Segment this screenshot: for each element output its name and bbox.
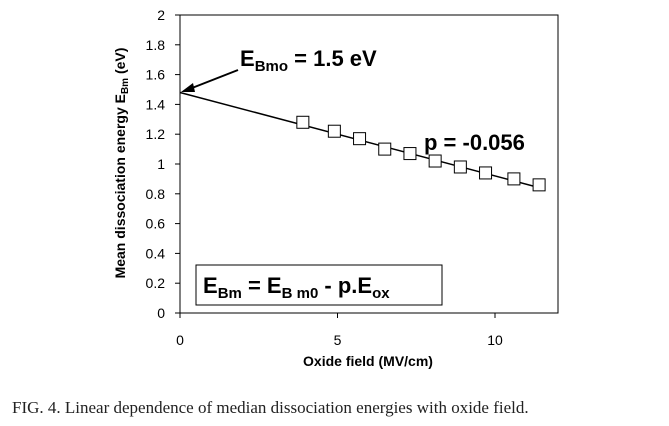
x-tick-labels: 0 5 10: [176, 313, 503, 348]
data-point: [507, 172, 521, 186]
y-tick-label: 1: [157, 156, 165, 172]
data-points: [296, 115, 546, 192]
equation-box: [195, 264, 443, 306]
x-tick-label: 0: [176, 332, 184, 348]
plot-frame: [179, 14, 559, 314]
slope-label: p = -0.056: [424, 130, 525, 155]
y-tick-label: 1.8: [146, 37, 166, 53]
equation-a-sub: Bm: [218, 285, 242, 302]
y-axis-title: Mean dissociation energy EBm (eV): [112, 48, 131, 279]
data-point: [532, 178, 546, 192]
intercept-label-base: E: [240, 46, 255, 71]
y-tick-label: 2: [157, 7, 165, 23]
data-point: [378, 142, 392, 156]
y-tick-label: 0.6: [146, 216, 166, 232]
y-tick-label: 0.2: [146, 275, 166, 291]
x-tick-label: 10: [487, 332, 503, 348]
intercept-arrow-shaft: [191, 69, 239, 89]
y-axis-title-sub: Bm: [120, 78, 131, 94]
intercept-arrow-head: [181, 83, 195, 92]
y-tick-label: 0: [157, 305, 165, 321]
data-point: [296, 115, 310, 129]
intercept-label-sub: Bmo: [255, 58, 288, 75]
equation-b-sub: B m0: [282, 285, 319, 302]
intercept-arrow: [181, 69, 239, 92]
data-point: [403, 147, 417, 161]
y-axis-title-prefix: Mean dissociation energy E: [112, 94, 128, 278]
intercept-label: EBmo = 1.5 eV: [240, 46, 377, 75]
data-point: [479, 166, 493, 180]
equation-c-sub: ox: [372, 285, 390, 302]
chart: 0 0.2 0.4 0.6 0.8 1 1.2 1.4 1.6 1.8 2 0 5 10 Mean di…: [112, 7, 559, 369]
y-tick-label: 1.4: [146, 96, 166, 112]
equation-a: E: [203, 273, 218, 298]
data-point: [353, 132, 367, 146]
data-point: [428, 154, 442, 168]
equation-b: = E: [242, 273, 282, 298]
y-tick-labels: 0 0.2 0.4 0.6 0.8 1 1.2 1.4 1.6 1.8 2: [146, 7, 180, 321]
y-axis-title-suffix: (eV): [112, 48, 128, 78]
equation-c: - p.E: [318, 273, 372, 298]
figure-caption: FIG. 4. Linear dependence of median diss…: [12, 398, 529, 417]
equation-label: EBm = EB m0 - p.Eox: [203, 273, 390, 302]
x-tick-label: 5: [334, 332, 342, 348]
data-point: [327, 124, 341, 138]
data-point: [453, 160, 467, 174]
y-tick-label: 1.2: [146, 126, 166, 142]
x-axis-title: Oxide field (MV/cm): [303, 353, 433, 369]
y-tick-label: 0.4: [146, 245, 166, 261]
intercept-label-rest: = 1.5 eV: [288, 46, 377, 71]
axes: [179, 14, 559, 314]
y-tick-label: 1.6: [146, 67, 166, 83]
y-tick-label: 0.8: [146, 186, 166, 202]
